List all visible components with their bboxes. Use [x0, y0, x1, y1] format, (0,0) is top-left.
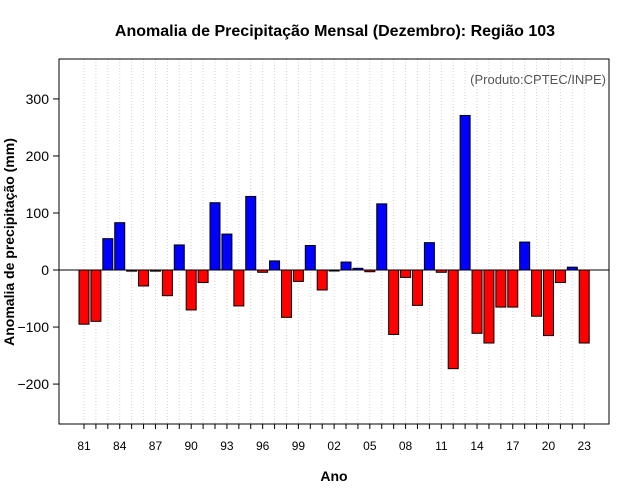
x-tick-label: 08: [399, 439, 413, 453]
x-tick-label: 23: [578, 439, 592, 453]
x-tick-label: 99: [292, 439, 306, 453]
bar-1981: [78, 269, 90, 325]
bar-1982: [90, 269, 102, 322]
product-credit: (Produto:CPTEC/INPE): [470, 72, 606, 87]
bar-1988: [161, 269, 173, 297]
bar-2013: [459, 114, 471, 271]
bar-1986: [138, 269, 150, 287]
y-tick-label: 100: [26, 205, 50, 221]
y-tick-label: 300: [26, 91, 50, 107]
x-tick-label: 84: [113, 439, 127, 453]
bar-2010: [423, 242, 435, 271]
bar-1994: [233, 269, 245, 307]
y-tick-label: 0: [41, 262, 49, 278]
bar-2003: [340, 261, 352, 271]
x-tick-label: 96: [256, 439, 270, 453]
bar-2017: [507, 269, 519, 308]
y-axis-label: Anomalia de precipitação (mm): [1, 138, 17, 346]
bar-1990: [185, 269, 197, 311]
bar-2009: [411, 269, 423, 306]
x-tick-label: 87: [149, 439, 163, 453]
bar-1998: [280, 269, 292, 318]
bar-1989: [173, 244, 185, 271]
bar-2006: [376, 203, 388, 271]
bar-2007: [388, 269, 400, 335]
bar-2015: [483, 269, 495, 344]
bars: [78, 114, 590, 370]
y-tick-label: −100: [17, 319, 49, 335]
chart-title: Anomalia de Precipitação Mensal (Dezembr…: [115, 23, 555, 40]
bar-2001: [316, 269, 328, 291]
x-tick-label: 14: [470, 439, 484, 453]
x-tick-label: 17: [506, 439, 520, 453]
bar-2023: [578, 269, 590, 344]
bar-2021: [554, 269, 566, 284]
bar-2008: [400, 269, 412, 278]
y-axis: −200 −100 0 100 200 300: [17, 91, 59, 392]
bar-2016: [495, 269, 507, 308]
bar-1992: [209, 202, 221, 271]
bar-1999: [292, 269, 304, 282]
bar-1995: [245, 195, 257, 271]
x-tick-label: 02: [327, 439, 341, 453]
bar-1984: [114, 222, 126, 271]
y-tick-label: −200: [17, 376, 49, 392]
bar-2012: [447, 269, 459, 370]
bar-1991: [197, 269, 209, 284]
grid-lines: [83, 59, 585, 424]
x-tick-label: 90: [185, 439, 199, 453]
bar-2020: [542, 269, 554, 337]
x-tick-label: 81: [77, 439, 91, 453]
bar-2014: [471, 269, 483, 334]
x-tick-label: 20: [542, 439, 556, 453]
bar-1997: [269, 260, 281, 271]
bar-1983: [102, 238, 114, 271]
x-tick-label: 11: [435, 439, 448, 453]
bar-2019: [531, 269, 543, 317]
bar-2018: [519, 241, 531, 271]
y-tick-label: 200: [26, 148, 50, 164]
x-tick-label: 93: [220, 439, 234, 453]
x-tick-label: 05: [363, 439, 377, 453]
bar-1993: [221, 233, 233, 271]
x-axis: 81 84 87 90 93 96 99 02 05 08 11 14 17 20 23: [77, 424, 591, 453]
bar-2000: [304, 244, 316, 271]
x-axis-label: Ano: [320, 468, 347, 484]
